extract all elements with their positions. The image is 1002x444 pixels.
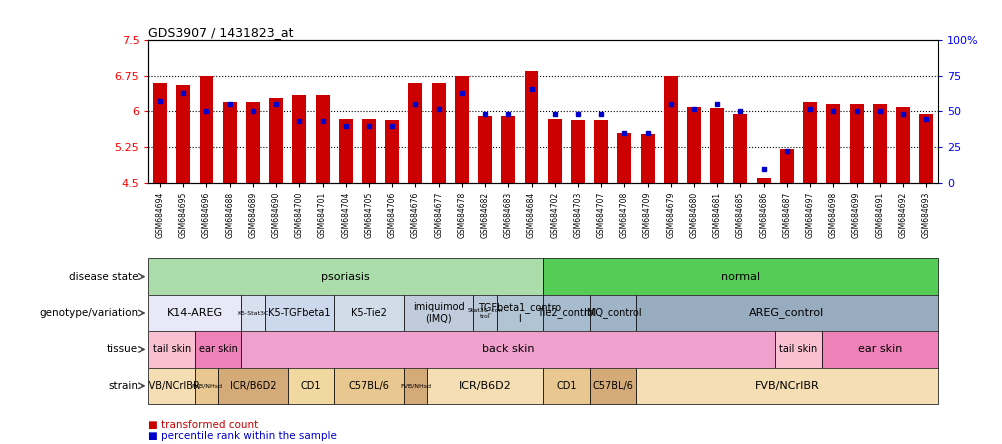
Text: Tie2_control: Tie2_control: [536, 308, 595, 318]
Bar: [148, 331, 194, 368]
Bar: [194, 331, 241, 368]
Text: CD1: CD1: [301, 381, 321, 391]
Text: C57BL/6: C57BL/6: [349, 381, 389, 391]
Bar: [803, 102, 817, 183]
Bar: [524, 71, 538, 183]
Bar: [918, 114, 932, 183]
Bar: [194, 368, 217, 404]
Bar: [199, 75, 213, 183]
Bar: [849, 104, 863, 183]
Text: ear skin: ear skin: [857, 345, 901, 354]
Bar: [543, 295, 589, 331]
Bar: [334, 295, 404, 331]
Text: TGFbeta1_contro
l: TGFbeta1_contro l: [478, 302, 561, 324]
Text: K5-Tie2: K5-Tie2: [351, 308, 387, 318]
Bar: [543, 258, 937, 295]
Bar: [635, 368, 937, 404]
Text: K5-TGFbeta1: K5-TGFbeta1: [268, 308, 331, 318]
Bar: [148, 368, 194, 404]
Text: tissue: tissue: [107, 345, 138, 354]
Bar: [217, 368, 288, 404]
Bar: [334, 368, 404, 404]
Bar: [895, 107, 909, 183]
Text: K5-Stat3C: K5-Stat3C: [237, 310, 269, 316]
Bar: [362, 119, 376, 183]
Text: ICR/B6D2: ICR/B6D2: [229, 381, 276, 391]
Bar: [501, 116, 515, 183]
Text: FVB/NHsd: FVB/NHsd: [400, 383, 431, 388]
Bar: [709, 107, 723, 183]
Text: tail skin: tail skin: [779, 345, 817, 354]
Bar: [385, 119, 399, 183]
Bar: [404, 295, 473, 331]
Text: genotype/variation: genotype/variation: [39, 308, 138, 318]
Bar: [269, 98, 283, 183]
Text: FVB/NCrIBR: FVB/NCrIBR: [143, 381, 199, 391]
Text: normal: normal: [720, 272, 760, 281]
Bar: [589, 368, 635, 404]
Text: back skin: back skin: [482, 345, 534, 354]
Bar: [780, 149, 793, 183]
Bar: [775, 331, 821, 368]
Bar: [288, 368, 334, 404]
Text: C57BL/6: C57BL/6: [592, 381, 632, 391]
Bar: [640, 135, 654, 183]
Bar: [241, 295, 265, 331]
Text: ■ transformed count: ■ transformed count: [148, 420, 259, 430]
Text: Stat3C_con
trol: Stat3C_con trol: [467, 307, 502, 319]
Text: GDS3907 / 1431823_at: GDS3907 / 1431823_at: [148, 26, 294, 39]
Bar: [245, 102, 260, 183]
Text: ICR/B6D2: ICR/B6D2: [458, 381, 511, 391]
Bar: [153, 83, 167, 183]
Text: ear skin: ear skin: [198, 345, 237, 354]
Bar: [222, 102, 236, 183]
Bar: [265, 295, 334, 331]
Bar: [148, 295, 241, 331]
Text: K14-AREG: K14-AREG: [166, 308, 222, 318]
Bar: [756, 178, 770, 183]
Text: IMQ_control: IMQ_control: [583, 308, 641, 318]
Bar: [316, 95, 330, 183]
Bar: [431, 83, 445, 183]
Bar: [686, 107, 700, 183]
Bar: [826, 104, 840, 183]
Text: FVB/NCrIBR: FVB/NCrIBR: [754, 381, 819, 391]
Bar: [821, 331, 937, 368]
Text: AREG_control: AREG_control: [748, 308, 824, 318]
Text: CD1: CD1: [555, 381, 576, 391]
Bar: [589, 295, 635, 331]
Bar: [593, 120, 607, 183]
Bar: [872, 104, 886, 183]
Bar: [663, 75, 677, 183]
Bar: [148, 258, 543, 295]
Bar: [478, 116, 492, 183]
Bar: [635, 295, 937, 331]
Bar: [408, 83, 422, 183]
Text: imiquimod
(IMQ): imiquimod (IMQ): [413, 302, 464, 324]
Text: psoriasis: psoriasis: [321, 272, 370, 281]
Bar: [339, 119, 353, 183]
Text: disease state: disease state: [68, 272, 138, 281]
Text: strain: strain: [108, 381, 138, 391]
Bar: [427, 368, 543, 404]
Text: tail skin: tail skin: [152, 345, 190, 354]
Bar: [570, 120, 584, 183]
Bar: [473, 295, 496, 331]
Bar: [543, 368, 589, 404]
Text: ■ percentile rank within the sample: ■ percentile rank within the sample: [148, 431, 337, 441]
Bar: [176, 85, 190, 183]
Bar: [241, 331, 775, 368]
Text: FVB/NHsd: FVB/NHsd: [190, 383, 221, 388]
Bar: [496, 295, 543, 331]
Bar: [617, 133, 630, 183]
Bar: [732, 114, 746, 183]
Bar: [293, 95, 306, 183]
Bar: [455, 75, 468, 183]
Bar: [404, 368, 427, 404]
Bar: [547, 119, 561, 183]
